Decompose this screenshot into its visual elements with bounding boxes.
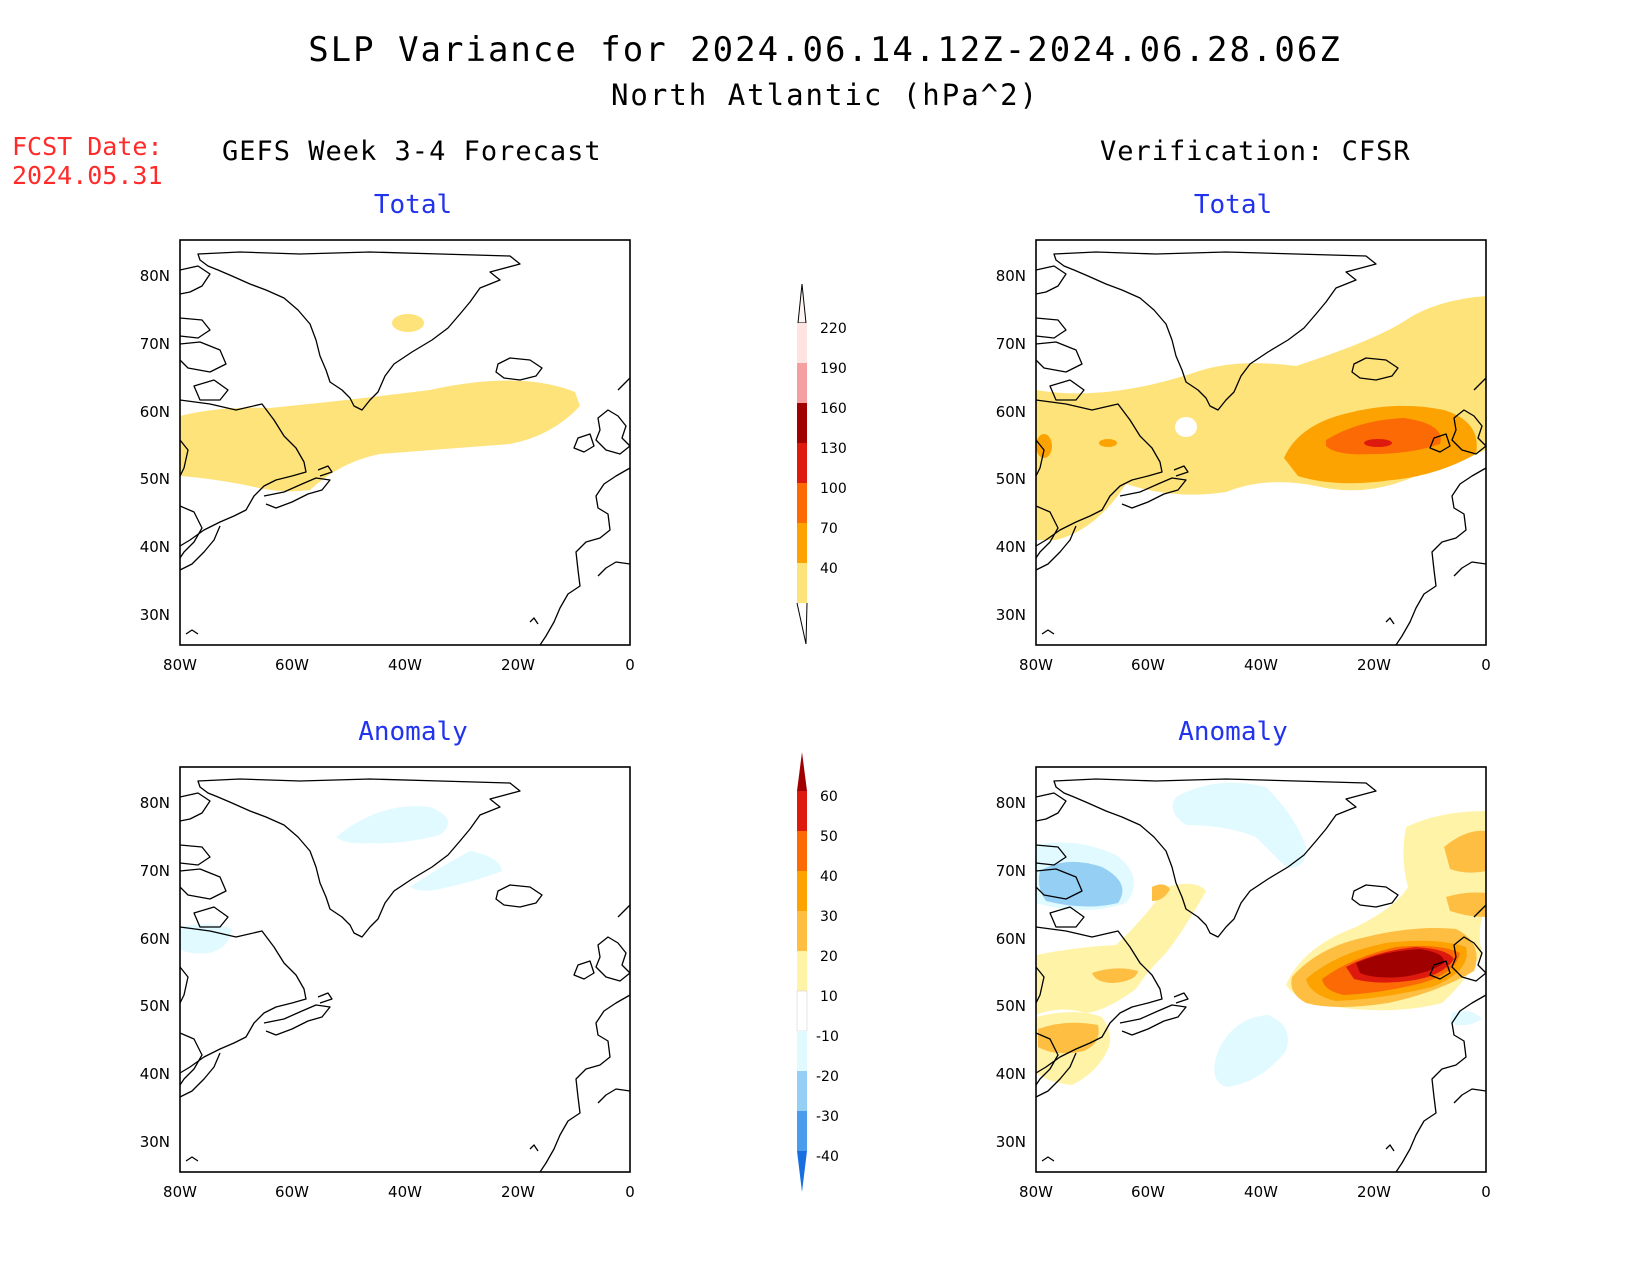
lon-label: 0: [1481, 656, 1491, 674]
lon-label: 40W: [1244, 1183, 1278, 1201]
main-subtitle: North Atlantic (hPa^2): [610, 78, 1040, 112]
total-colorbar-label: 40: [820, 561, 838, 577]
lat-label: 40N: [140, 1065, 170, 1083]
verification-anomaly-neg: [1038, 861, 1123, 907]
lon-label: 60W: [275, 1183, 309, 1201]
lon-label: 60W: [275, 656, 309, 674]
lat-label: 30N: [996, 606, 1026, 624]
lat-label: 70N: [996, 335, 1026, 353]
lon-label: 40W: [388, 656, 422, 674]
fcst-date-value: 2024.05.31: [12, 161, 163, 190]
lon-label: 60W: [1131, 1183, 1165, 1201]
lon-label: 80W: [163, 1183, 197, 1201]
lat-label: 30N: [996, 1133, 1026, 1151]
lat-label: 70N: [140, 335, 170, 353]
total-colorbar-label: 70: [820, 521, 838, 537]
lon-label: 40W: [388, 1183, 422, 1201]
total-colorbar: 220 190 160 130 100 70 40: [796, 283, 847, 645]
left-column-title: GEFS Week 3-4 Forecast: [222, 136, 602, 167]
lat-label: 80N: [140, 794, 170, 812]
forecast-anomaly-title: Anomaly: [358, 717, 468, 747]
lat-label: 50N: [996, 997, 1026, 1015]
lon-label: 20W: [1357, 1183, 1391, 1201]
anomaly-colorbar-label: 30: [820, 909, 838, 925]
anomaly-colorbar-label: -30: [816, 1109, 839, 1125]
lat-label: 30N: [140, 606, 170, 624]
verification-total-contour-100: [1326, 418, 1441, 455]
total-colorbar-label: 220: [820, 321, 847, 337]
lon-label: 0: [625, 656, 635, 674]
forecast-anomaly-neg-1: [336, 806, 448, 844]
anomaly-colorbar-label: -40: [816, 1149, 839, 1165]
lon-label: 80W: [163, 656, 197, 674]
lon-label: 20W: [501, 656, 535, 674]
lon-label: 80W: [1019, 1183, 1053, 1201]
anomaly-colorbar-label: -10: [816, 1029, 839, 1045]
lon-label: 0: [625, 1183, 635, 1201]
lat-label: 80N: [140, 267, 170, 285]
total-colorbar-label: 130: [820, 441, 847, 457]
forecast-anomaly-neg-2: [410, 851, 502, 891]
forecast-total-contour: [180, 380, 580, 492]
lon-label: 40W: [1244, 656, 1278, 674]
lon-label: 0: [1481, 1183, 1491, 1201]
lat-label: 60N: [140, 930, 170, 948]
verification-anomaly-panel: [1035, 766, 1487, 1173]
forecast-anomaly-neg-3: [180, 924, 232, 954]
anomaly-colorbar-label: 50: [820, 829, 838, 845]
total-colorbar-label: 100: [820, 481, 847, 497]
lat-label: 60N: [996, 403, 1026, 421]
lat-label: 70N: [140, 862, 170, 880]
anomaly-colorbar-label: -20: [816, 1069, 839, 1085]
lat-label: 40N: [140, 538, 170, 556]
lat-label: 60N: [140, 403, 170, 421]
lat-label: 60N: [996, 930, 1026, 948]
verification-total-title: Total: [1193, 190, 1273, 220]
lon-label: 80W: [1019, 656, 1053, 674]
anomaly-colorbar-label: 60: [820, 789, 838, 805]
lat-label: 80N: [996, 794, 1026, 812]
lat-label: 80N: [996, 267, 1026, 285]
lat-label: 40N: [996, 1065, 1026, 1083]
forecast-total-title: Total: [373, 190, 453, 220]
lon-label: 20W: [1357, 656, 1391, 674]
total-colorbar-label: 160: [820, 401, 847, 417]
axis-labels: 80N 70N 60N 50N 40N 30N 80N 70N 60N 50N …: [140, 267, 1491, 1201]
total-colorbar-label: 190: [820, 361, 847, 377]
fcst-date-label: FCST Date:: [12, 132, 163, 161]
forecast-total-panel: [179, 239, 631, 646]
lon-label: 20W: [501, 1183, 535, 1201]
lat-label: 40N: [996, 538, 1026, 556]
verification-total-contour-130: [1364, 439, 1392, 447]
lat-label: 50N: [996, 470, 1026, 488]
lat-label: 30N: [140, 1133, 170, 1151]
verification-total-panel: [1035, 239, 1487, 646]
verification-anomaly-max: [1356, 949, 1445, 978]
verification-anomaly-title: Anomaly: [1178, 717, 1288, 747]
forecast-total-spot: [392, 314, 424, 332]
anomaly-colorbar-label: 20: [820, 949, 838, 965]
lat-label: 50N: [140, 997, 170, 1015]
lat-label: 70N: [996, 862, 1026, 880]
anomaly-colorbar-label: 10: [820, 989, 838, 1005]
right-column-title: Verification: CFSR: [1100, 136, 1411, 167]
forecast-anomaly-panel: [179, 766, 631, 1173]
main-title: SLP Variance for 2024.06.14.12Z-2024.06.…: [308, 30, 1342, 70]
lat-label: 50N: [140, 470, 170, 488]
lon-label: 60W: [1131, 656, 1165, 674]
anomaly-colorbar-label: 40: [820, 869, 838, 885]
anomaly-colorbar: 60 50 40 30 20 10 -10 -20 -30 -40: [796, 752, 839, 1192]
